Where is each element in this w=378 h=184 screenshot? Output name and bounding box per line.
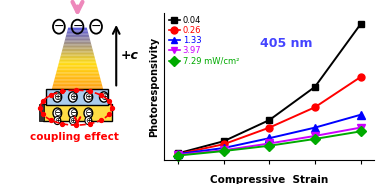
- Circle shape: [99, 92, 108, 102]
- Circle shape: [84, 92, 93, 102]
- Polygon shape: [57, 67, 98, 68]
- Polygon shape: [63, 47, 92, 49]
- Text: −: −: [72, 20, 83, 33]
- Text: ⊕: ⊕: [85, 116, 92, 125]
- Polygon shape: [54, 78, 101, 79]
- Polygon shape: [62, 50, 93, 51]
- Polygon shape: [51, 89, 104, 91]
- Polygon shape: [65, 40, 90, 42]
- Text: ⊕: ⊕: [100, 92, 108, 102]
- Polygon shape: [58, 65, 97, 67]
- X-axis label: Compressive  Strain: Compressive Strain: [210, 175, 328, 184]
- Polygon shape: [51, 91, 104, 92]
- Circle shape: [54, 116, 61, 125]
- Polygon shape: [59, 63, 96, 64]
- Polygon shape: [66, 33, 89, 35]
- Polygon shape: [60, 56, 94, 57]
- Text: −: −: [54, 20, 64, 33]
- Polygon shape: [55, 75, 100, 77]
- Text: ⊕: ⊕: [69, 116, 76, 125]
- Text: ⊕: ⊕: [53, 92, 61, 102]
- Polygon shape: [50, 96, 105, 98]
- Polygon shape: [52, 86, 103, 88]
- Polygon shape: [67, 30, 88, 32]
- Polygon shape: [51, 92, 104, 93]
- Polygon shape: [63, 46, 92, 47]
- Polygon shape: [65, 39, 90, 40]
- Polygon shape: [60, 57, 95, 58]
- Text: +c: +c: [121, 49, 139, 62]
- Polygon shape: [58, 64, 97, 65]
- Text: F: F: [72, 0, 83, 2]
- Polygon shape: [59, 61, 96, 63]
- Text: 405 nm: 405 nm: [260, 37, 313, 50]
- Text: −: −: [91, 20, 101, 33]
- Polygon shape: [64, 42, 91, 43]
- Polygon shape: [65, 37, 90, 39]
- Polygon shape: [53, 85, 102, 86]
- Polygon shape: [54, 79, 101, 81]
- Polygon shape: [67, 32, 88, 33]
- Polygon shape: [56, 74, 99, 75]
- Polygon shape: [50, 95, 105, 96]
- Polygon shape: [66, 35, 89, 36]
- Circle shape: [85, 116, 92, 125]
- Legend: 0.04, 0.26, 1.33, 3.97, 7.29 mW/cm²: 0.04, 0.26, 1.33, 3.97, 7.29 mW/cm²: [169, 16, 239, 66]
- Text: ⊖: ⊖: [84, 108, 92, 118]
- Polygon shape: [59, 60, 96, 61]
- Polygon shape: [67, 29, 88, 30]
- Polygon shape: [64, 44, 91, 46]
- Circle shape: [68, 92, 77, 102]
- Circle shape: [53, 108, 62, 118]
- Polygon shape: [57, 70, 98, 71]
- Polygon shape: [53, 84, 102, 85]
- Text: ⊖: ⊖: [53, 108, 61, 118]
- Polygon shape: [55, 77, 100, 78]
- Circle shape: [53, 92, 62, 102]
- Polygon shape: [53, 82, 102, 84]
- Polygon shape: [60, 58, 95, 60]
- Text: ⊖: ⊖: [69, 108, 77, 118]
- Polygon shape: [56, 72, 99, 74]
- Polygon shape: [61, 54, 94, 56]
- Polygon shape: [50, 93, 105, 95]
- Polygon shape: [68, 28, 87, 29]
- Y-axis label: Photoresponsivity: Photoresponsivity: [149, 36, 159, 137]
- Circle shape: [84, 108, 93, 118]
- Polygon shape: [52, 88, 103, 89]
- Circle shape: [68, 108, 77, 118]
- Text: ⊕: ⊕: [69, 92, 77, 102]
- Bar: [43, 104, 112, 121]
- Polygon shape: [56, 71, 99, 72]
- Bar: [39, 104, 44, 121]
- Polygon shape: [66, 36, 89, 37]
- Polygon shape: [64, 43, 91, 44]
- Polygon shape: [62, 49, 93, 50]
- Text: ⊕: ⊕: [84, 92, 92, 102]
- Circle shape: [70, 116, 76, 125]
- Polygon shape: [54, 81, 101, 82]
- Polygon shape: [62, 51, 93, 53]
- Polygon shape: [57, 68, 98, 70]
- Bar: [46, 89, 108, 105]
- Text: ⊕: ⊕: [54, 116, 61, 125]
- Polygon shape: [61, 53, 94, 54]
- Text: coupling effect: coupling effect: [30, 132, 119, 142]
